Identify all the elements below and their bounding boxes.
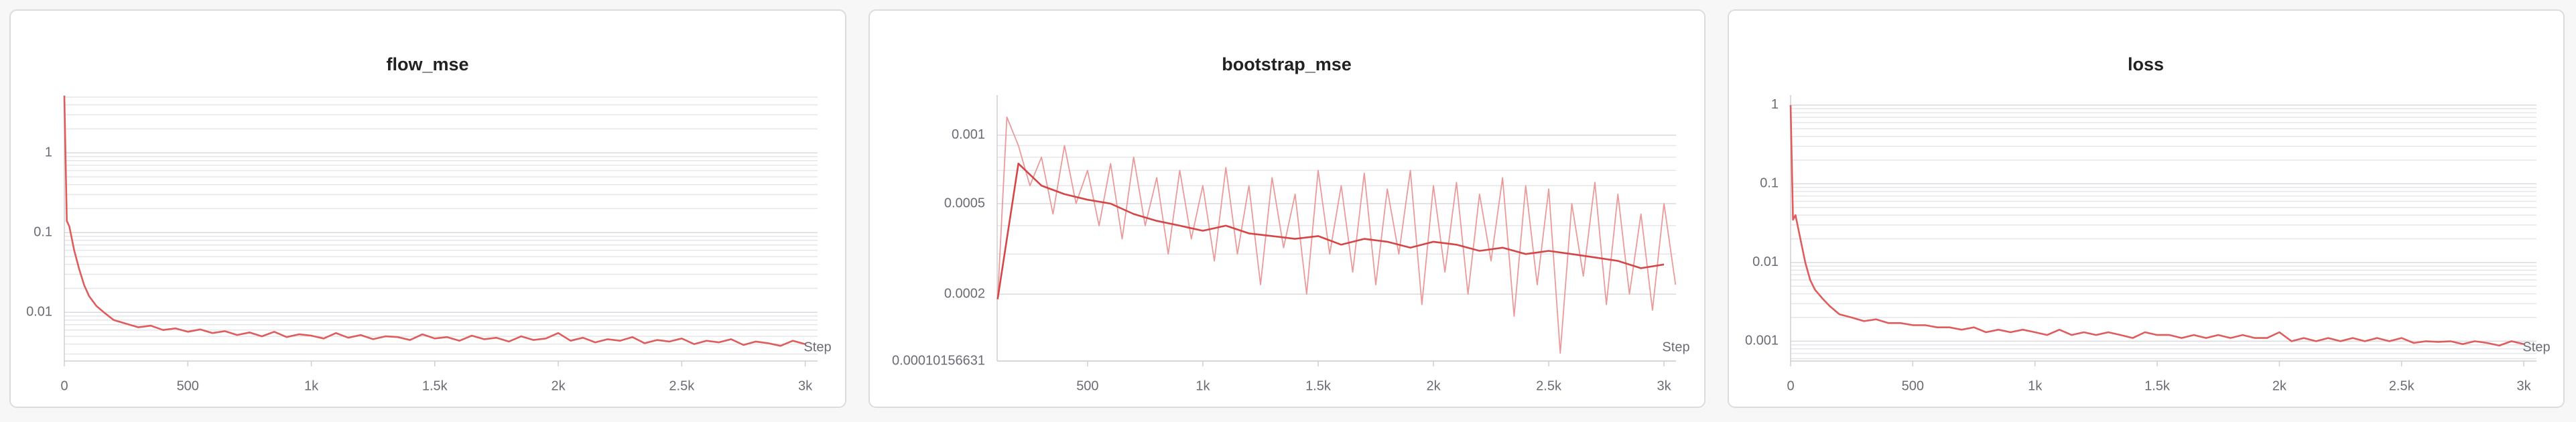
y-tick-label: 0.001 bbox=[952, 127, 985, 142]
series-line bbox=[996, 162, 1665, 299]
y-tick-label: 0.0002 bbox=[944, 286, 985, 301]
x-tick-label: 1.5k bbox=[422, 378, 448, 393]
x-tick-label: 2k bbox=[2272, 378, 2287, 393]
panel bbox=[1728, 9, 2565, 408]
x-tick-label: 500 bbox=[1076, 378, 1098, 393]
x-tick-label: 0 bbox=[1787, 378, 1794, 393]
x-tick-label: 3k bbox=[1657, 378, 1672, 393]
x-tick-label: 1k bbox=[2028, 378, 2043, 393]
x-tick-label: 500 bbox=[177, 378, 199, 393]
x-tick-label: 3k bbox=[2516, 378, 2531, 393]
y-tick-label: 0.01 bbox=[1752, 255, 1779, 269]
y-tick-label: 1 bbox=[1771, 97, 1779, 112]
x-axis-label: Step bbox=[2522, 340, 2550, 354]
x-tick-label: 2.5k bbox=[2389, 378, 2415, 393]
x-tick-label: 2.5k bbox=[1536, 378, 1562, 393]
y-tick-label: 0.1 bbox=[1760, 176, 1779, 191]
panel bbox=[868, 9, 1705, 408]
y-tick-label: 1 bbox=[45, 145, 52, 159]
x-tick-label: 1.5k bbox=[2144, 378, 2171, 393]
series-line bbox=[1789, 104, 2524, 347]
y-tick-label: 0.001 bbox=[1745, 334, 1779, 348]
chart-title: loss bbox=[2128, 54, 2164, 74]
chart-title: bootstrap_mse bbox=[1222, 54, 1352, 74]
x-tick-label: 2k bbox=[551, 378, 566, 393]
x-tick-label: 1k bbox=[304, 378, 319, 393]
y-tick-label: 0.0005 bbox=[944, 196, 985, 210]
chart-title: flow_mse bbox=[386, 54, 468, 74]
series-line bbox=[996, 116, 1677, 354]
x-axis-label: Step bbox=[1662, 340, 1689, 354]
x-tick-label: 1.5k bbox=[1305, 378, 1332, 393]
y-tick-label: 0.00010156631 bbox=[892, 353, 985, 368]
x-axis-label: Step bbox=[803, 340, 831, 354]
x-tick-label: 3k bbox=[798, 378, 813, 393]
y-tick-label: 0.01 bbox=[26, 305, 52, 320]
x-tick-label: 0 bbox=[60, 378, 68, 393]
x-tick-label: 2k bbox=[1426, 378, 1441, 393]
y-tick-label: 0.1 bbox=[34, 225, 52, 240]
x-tick-label: 500 bbox=[1902, 378, 1924, 393]
x-tick-label: 1k bbox=[1196, 378, 1210, 393]
series-line bbox=[63, 95, 806, 347]
x-tick-label: 2.5k bbox=[669, 378, 695, 393]
